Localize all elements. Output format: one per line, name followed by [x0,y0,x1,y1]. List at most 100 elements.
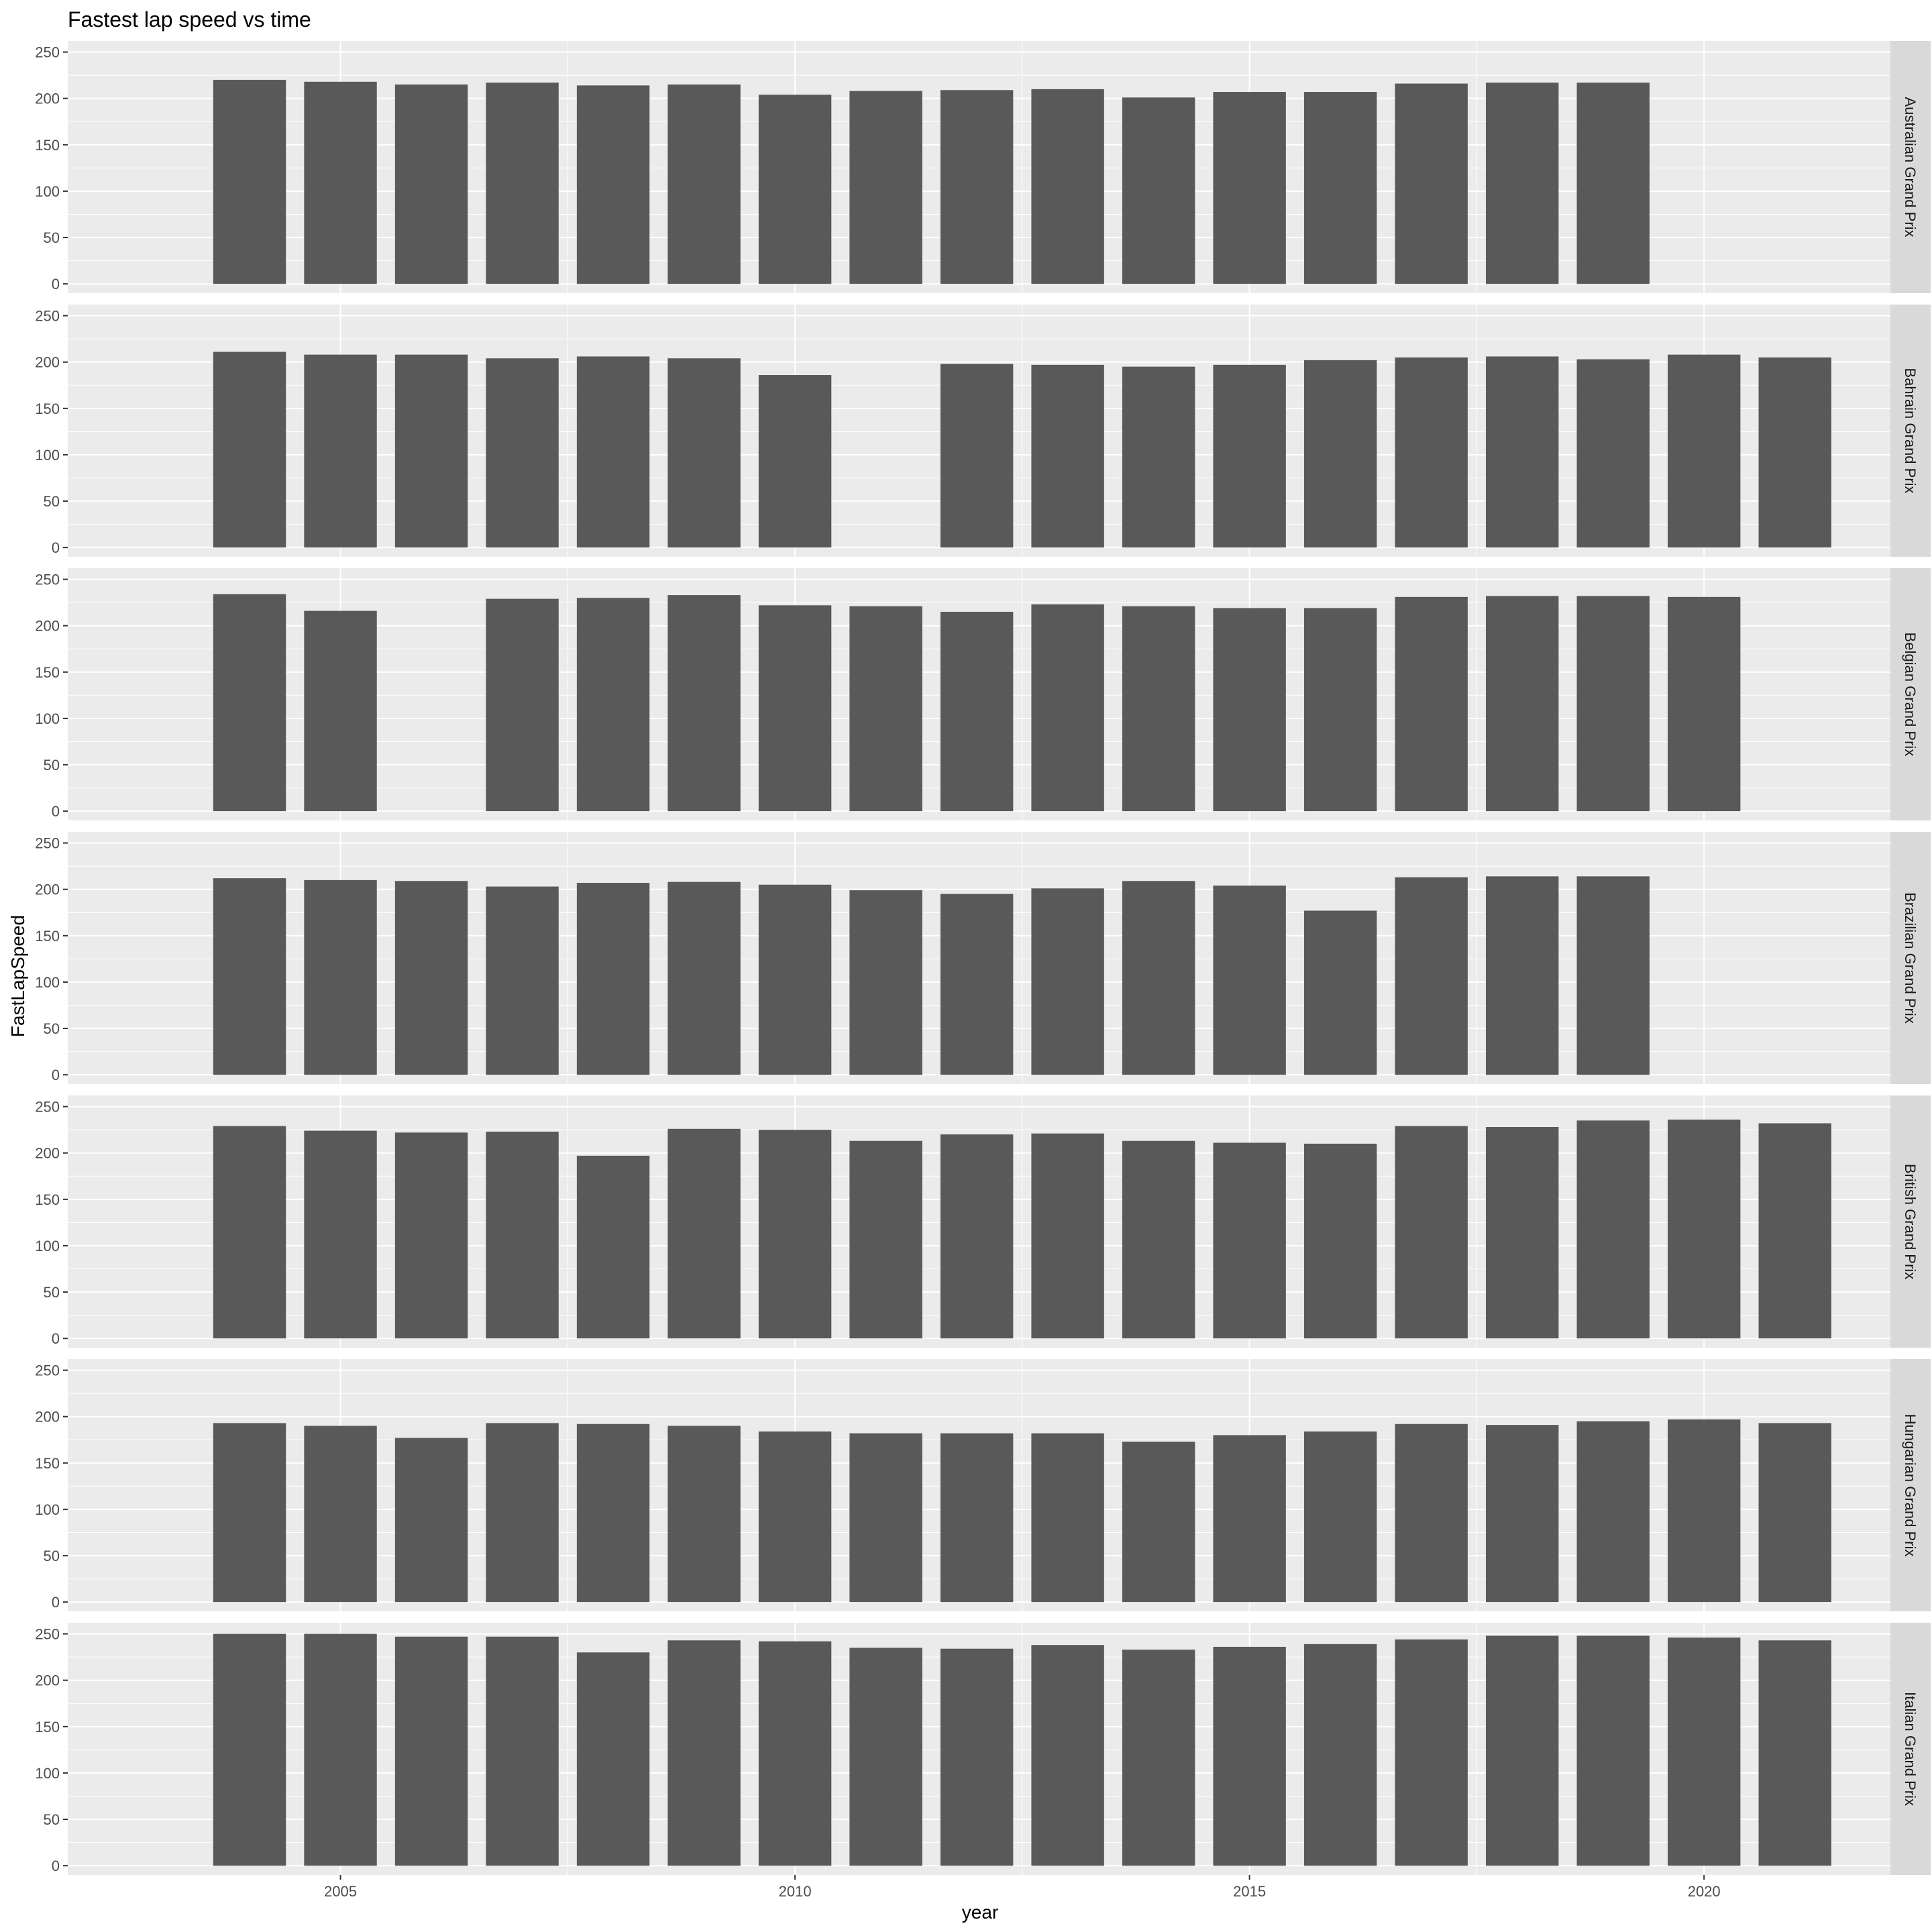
facet-strip [1890,568,1931,820]
facet-strip [1890,1359,1931,1611]
bar [486,598,559,812]
y-tick-label: 250 [35,1099,60,1116]
bar [304,1130,377,1339]
y-tick-label: 100 [35,1501,60,1518]
bar [1576,1635,1650,1866]
bar [1122,1650,1195,1866]
facet-strip [1890,41,1931,293]
bar [1031,89,1104,284]
y-tick-label: 0 [52,1858,60,1874]
facet-strip [1890,1095,1931,1348]
bar [758,605,832,812]
bar [1213,885,1286,1075]
bar [304,1633,377,1866]
facet-strip-label: Belgian Grand Prix [1902,633,1919,757]
bar [1213,1435,1286,1603]
bar [1758,1123,1831,1339]
bar [486,1636,559,1866]
bar [849,1433,922,1603]
y-tick-label: 150 [35,1455,60,1472]
bar [394,1636,468,1866]
bar [940,894,1014,1075]
facet-strip-label: Brazilian Grand Prix [1902,892,1919,1024]
bar [304,879,377,1075]
y-tick-label: 200 [35,1409,60,1426]
bar [1485,356,1559,548]
y-tick-label: 150 [35,400,60,417]
y-tick-label: 250 [35,1626,60,1643]
bar [576,883,650,1075]
facet-panel-5: 0 50 100 150 200 250 Hungarian Grand Prix [35,1359,1931,1611]
facet-strip-label: Bahrain Grand Prix [1902,368,1919,493]
bar [213,1633,286,1866]
y-tick-label: 200 [35,91,60,107]
bar [576,1652,650,1866]
bar [576,598,650,812]
bar [213,1423,286,1603]
bar [394,354,468,548]
bar [1122,1140,1195,1339]
bar [1031,1645,1104,1866]
facet-panels: 0 50 100 150 200 250 Australian Grand Prix 0 50 1… [35,41,1931,1900]
bar [576,1155,650,1339]
bar [1122,1442,1195,1603]
bar [1395,877,1468,1075]
bar [304,610,377,812]
x-tick-label: 2005 [324,1883,357,1900]
bar [940,1433,1014,1603]
y-tick-label: 50 [44,229,60,246]
bar [1213,364,1286,548]
x-axis-title: year [962,1902,998,1923]
bar [1576,83,1650,284]
y-tick-label: 250 [35,44,60,61]
y-tick-label: 0 [52,803,60,820]
bar [486,358,559,548]
bar [1303,608,1377,812]
x-tick-label: 2020 [1688,1883,1721,1900]
bar [1213,1646,1286,1866]
y-tick-label: 100 [35,447,60,464]
y-tick-label: 50 [44,1548,60,1564]
y-tick-label: 50 [44,1284,60,1301]
bar [940,1134,1014,1339]
y-tick-label: 0 [52,276,60,292]
bar [758,1641,832,1866]
bar [213,352,286,548]
y-tick-label: 50 [44,1020,60,1037]
y-tick-label: 200 [35,1145,60,1162]
bar [1031,364,1104,548]
bar [1303,92,1377,284]
bar [394,84,468,284]
facet-strip-label: Hungarian Grand Prix [1902,1414,1919,1557]
bar [849,91,922,284]
y-tick-label: 0 [52,1594,60,1611]
facet-panel-4: 0 50 100 150 200 250 British Grand Prix [35,1095,1931,1348]
bar [213,878,286,1075]
y-tick-label: 250 [35,308,60,325]
bar [758,884,832,1075]
bar [940,90,1014,284]
bar [667,358,741,548]
bar [1667,1419,1741,1603]
y-tick-label: 150 [35,137,60,154]
facet-strip [1890,305,1931,557]
y-tick-label: 200 [35,618,60,635]
facet-strip-label: Italian Grand Prix [1902,1692,1919,1806]
y-tick-label: 200 [35,881,60,898]
bar [1485,83,1559,284]
bar [667,595,741,812]
bar [667,881,741,1075]
bar [213,80,286,284]
y-tick-label: 150 [35,928,60,945]
bar [1667,1638,1741,1866]
bar [1303,910,1377,1075]
bar [1122,606,1195,812]
bar [486,1423,559,1603]
bar [1485,1127,1559,1339]
bar [1576,596,1650,812]
bar [486,886,559,1075]
y-tick-label: 200 [35,1672,60,1689]
x-tick-label: 2010 [779,1883,812,1900]
bar [849,1140,922,1339]
bar [304,354,377,548]
